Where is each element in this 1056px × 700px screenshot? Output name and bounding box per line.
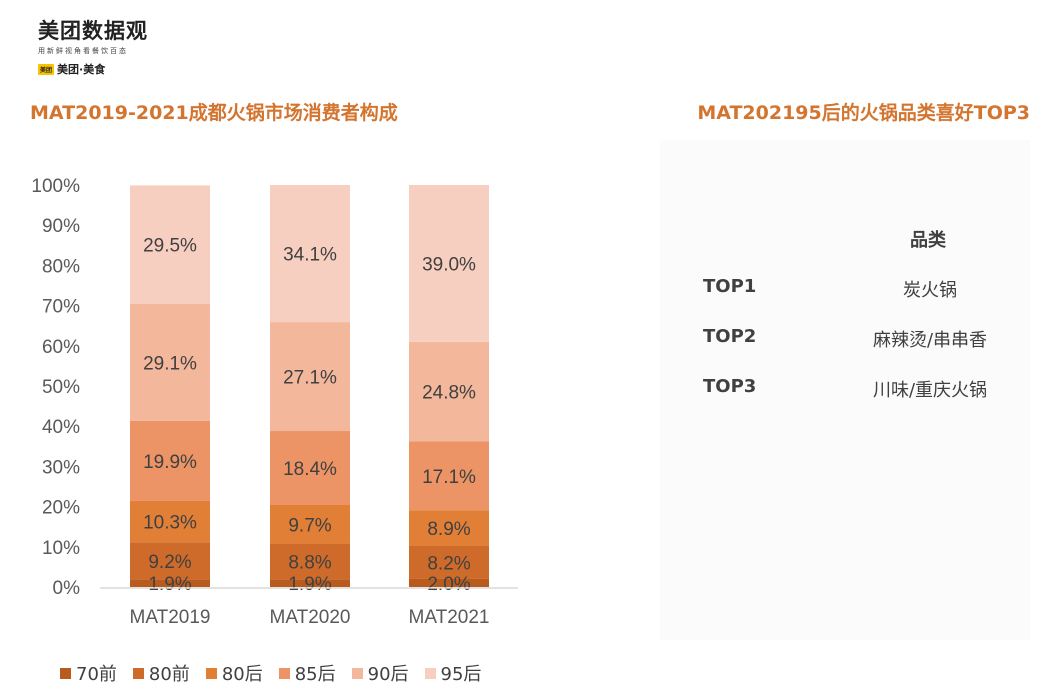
bar-data-label: 1.9% (288, 574, 331, 595)
bar-data-label: 9.7% (288, 515, 331, 536)
category-top1: 炭火锅 (903, 280, 957, 301)
bar-segment (270, 185, 350, 323)
legend-label: 80前 (148, 664, 190, 685)
chart-legend: 70前 80前 80后 85后 90后 95后 (60, 660, 497, 686)
y-tick-label: 90% (42, 216, 80, 237)
bar-data-label: 8.8% (288, 553, 331, 574)
bar-segment (270, 322, 350, 432)
x-category-label: MAT2021 (409, 607, 490, 628)
bars-group (130, 185, 489, 587)
category-top3: 川味/重庆火锅 (872, 380, 988, 401)
bar-segment (270, 431, 350, 505)
bar-data-label: 2.0% (427, 574, 470, 595)
bar-data-label: 29.5% (143, 236, 197, 257)
bar-data-label: 27.1% (283, 368, 337, 389)
y-tick-label: 80% (42, 256, 80, 277)
legend-label: 85后 (294, 664, 336, 685)
bar-segment (409, 545, 489, 579)
legend-item: 90后 (351, 660, 409, 686)
bar-segment (409, 510, 489, 546)
legend-item: 95后 (424, 660, 482, 686)
legend-item: 70前 (60, 660, 117, 686)
y-tick-label: 60% (42, 337, 80, 358)
y-axis-ticks: 0% 10% 20% 30% 40% 50% 60% 70% 80% 90% 100% (31, 176, 80, 599)
bar-segment (130, 500, 210, 543)
top3-title: MAT202195后的火锅品类喜好TOP3 (697, 102, 1030, 124)
top3-table-panel (660, 140, 1030, 640)
bar-data-label: 8.2% (427, 553, 470, 574)
bar-data-label: 1.9% (148, 574, 191, 595)
logo-title: 美团数据观 (38, 19, 148, 43)
legend-label: 90后 (367, 664, 409, 685)
bar-segment (409, 185, 489, 342)
bar-data-label: 10.3% (143, 513, 197, 534)
bar-data-label: 18.4% (283, 459, 337, 480)
y-tick-label: 30% (42, 457, 80, 478)
logo-brand-text: 美团·美食 (57, 63, 106, 76)
x-axis-categories: MAT2019 MAT2020 MAT2021 (130, 607, 490, 628)
y-tick-label: 70% (42, 297, 80, 318)
bar-data-label: 9.2% (148, 552, 191, 573)
bar-data-label: 39.0% (422, 254, 476, 275)
y-tick-label: 10% (42, 538, 80, 559)
bar-data-label: 34.1% (283, 245, 337, 266)
x-category-label: MAT2019 (130, 607, 211, 628)
logo-brand: 美团 美团·美食 (38, 61, 178, 77)
bar-segment (130, 420, 210, 501)
y-tick-label: 100% (31, 176, 80, 197)
legend-item: 80后 (205, 660, 263, 686)
bar-segment (409, 578, 489, 587)
bar-segment (270, 504, 350, 544)
bar-segment (130, 542, 210, 580)
legend-swatch (424, 667, 436, 679)
y-tick-label: 20% (42, 498, 80, 519)
meituan-data-logo: 美团数据观 用新鲜视角看餐饮百态 美团 美团·美食 (38, 18, 178, 77)
bar-segment (270, 579, 350, 587)
bar-data-label: 17.1% (422, 467, 476, 488)
bar-data-label: 19.9% (143, 452, 197, 473)
y-tick-label: 0% (53, 578, 81, 599)
legend-label: 80后 (221, 664, 263, 685)
legend-item: 80前 (132, 660, 190, 686)
rank-top2: TOP2 (703, 326, 757, 347)
bar-segment (130, 185, 210, 304)
y-tick-label: 40% (42, 417, 80, 438)
meituan-badge-icon: 美团 (38, 63, 55, 75)
bar-data-label: 29.1% (143, 353, 197, 374)
bar-segment (270, 543, 350, 580)
legend-label: 70前 (76, 664, 117, 685)
legend-swatch (351, 667, 363, 679)
rank-top1: TOP1 (703, 276, 757, 297)
data-labels: 1.9%9.2%10.3%19.9%29.1%29.5%1.9%8.8%9.7%… (143, 236, 476, 595)
bar-data-label: 8.9% (427, 519, 470, 540)
legend-swatch (60, 667, 71, 679)
legend-swatch (205, 667, 217, 679)
legend-item: 85后 (278, 660, 336, 686)
y-tick-label: 50% (42, 377, 80, 398)
bar-segment (130, 579, 210, 587)
rank-top3: TOP3 (703, 376, 757, 397)
logo-subtitle: 用新鲜视角看餐饮百态 (38, 47, 128, 55)
chart-title: MAT2019-2021成都火锅市场消费者构成 (30, 102, 398, 124)
bar-segment (130, 303, 210, 421)
legend-label: 95后 (440, 664, 482, 685)
bar-data-label: 24.8% (422, 383, 476, 404)
legend-swatch (132, 667, 144, 679)
bar-segment (409, 341, 489, 442)
stacked-bar-chart: 0%10%20%30%40%50%60%70%80%90%100% 1.9%9.… (31, 176, 518, 628)
category-column-header: 品类 (910, 230, 946, 251)
category-top2: 麻辣烫/串串香 (872, 330, 988, 351)
legend-swatch (278, 667, 290, 679)
bar-segment (409, 441, 489, 511)
x-category-label: MAT2020 (270, 607, 351, 628)
